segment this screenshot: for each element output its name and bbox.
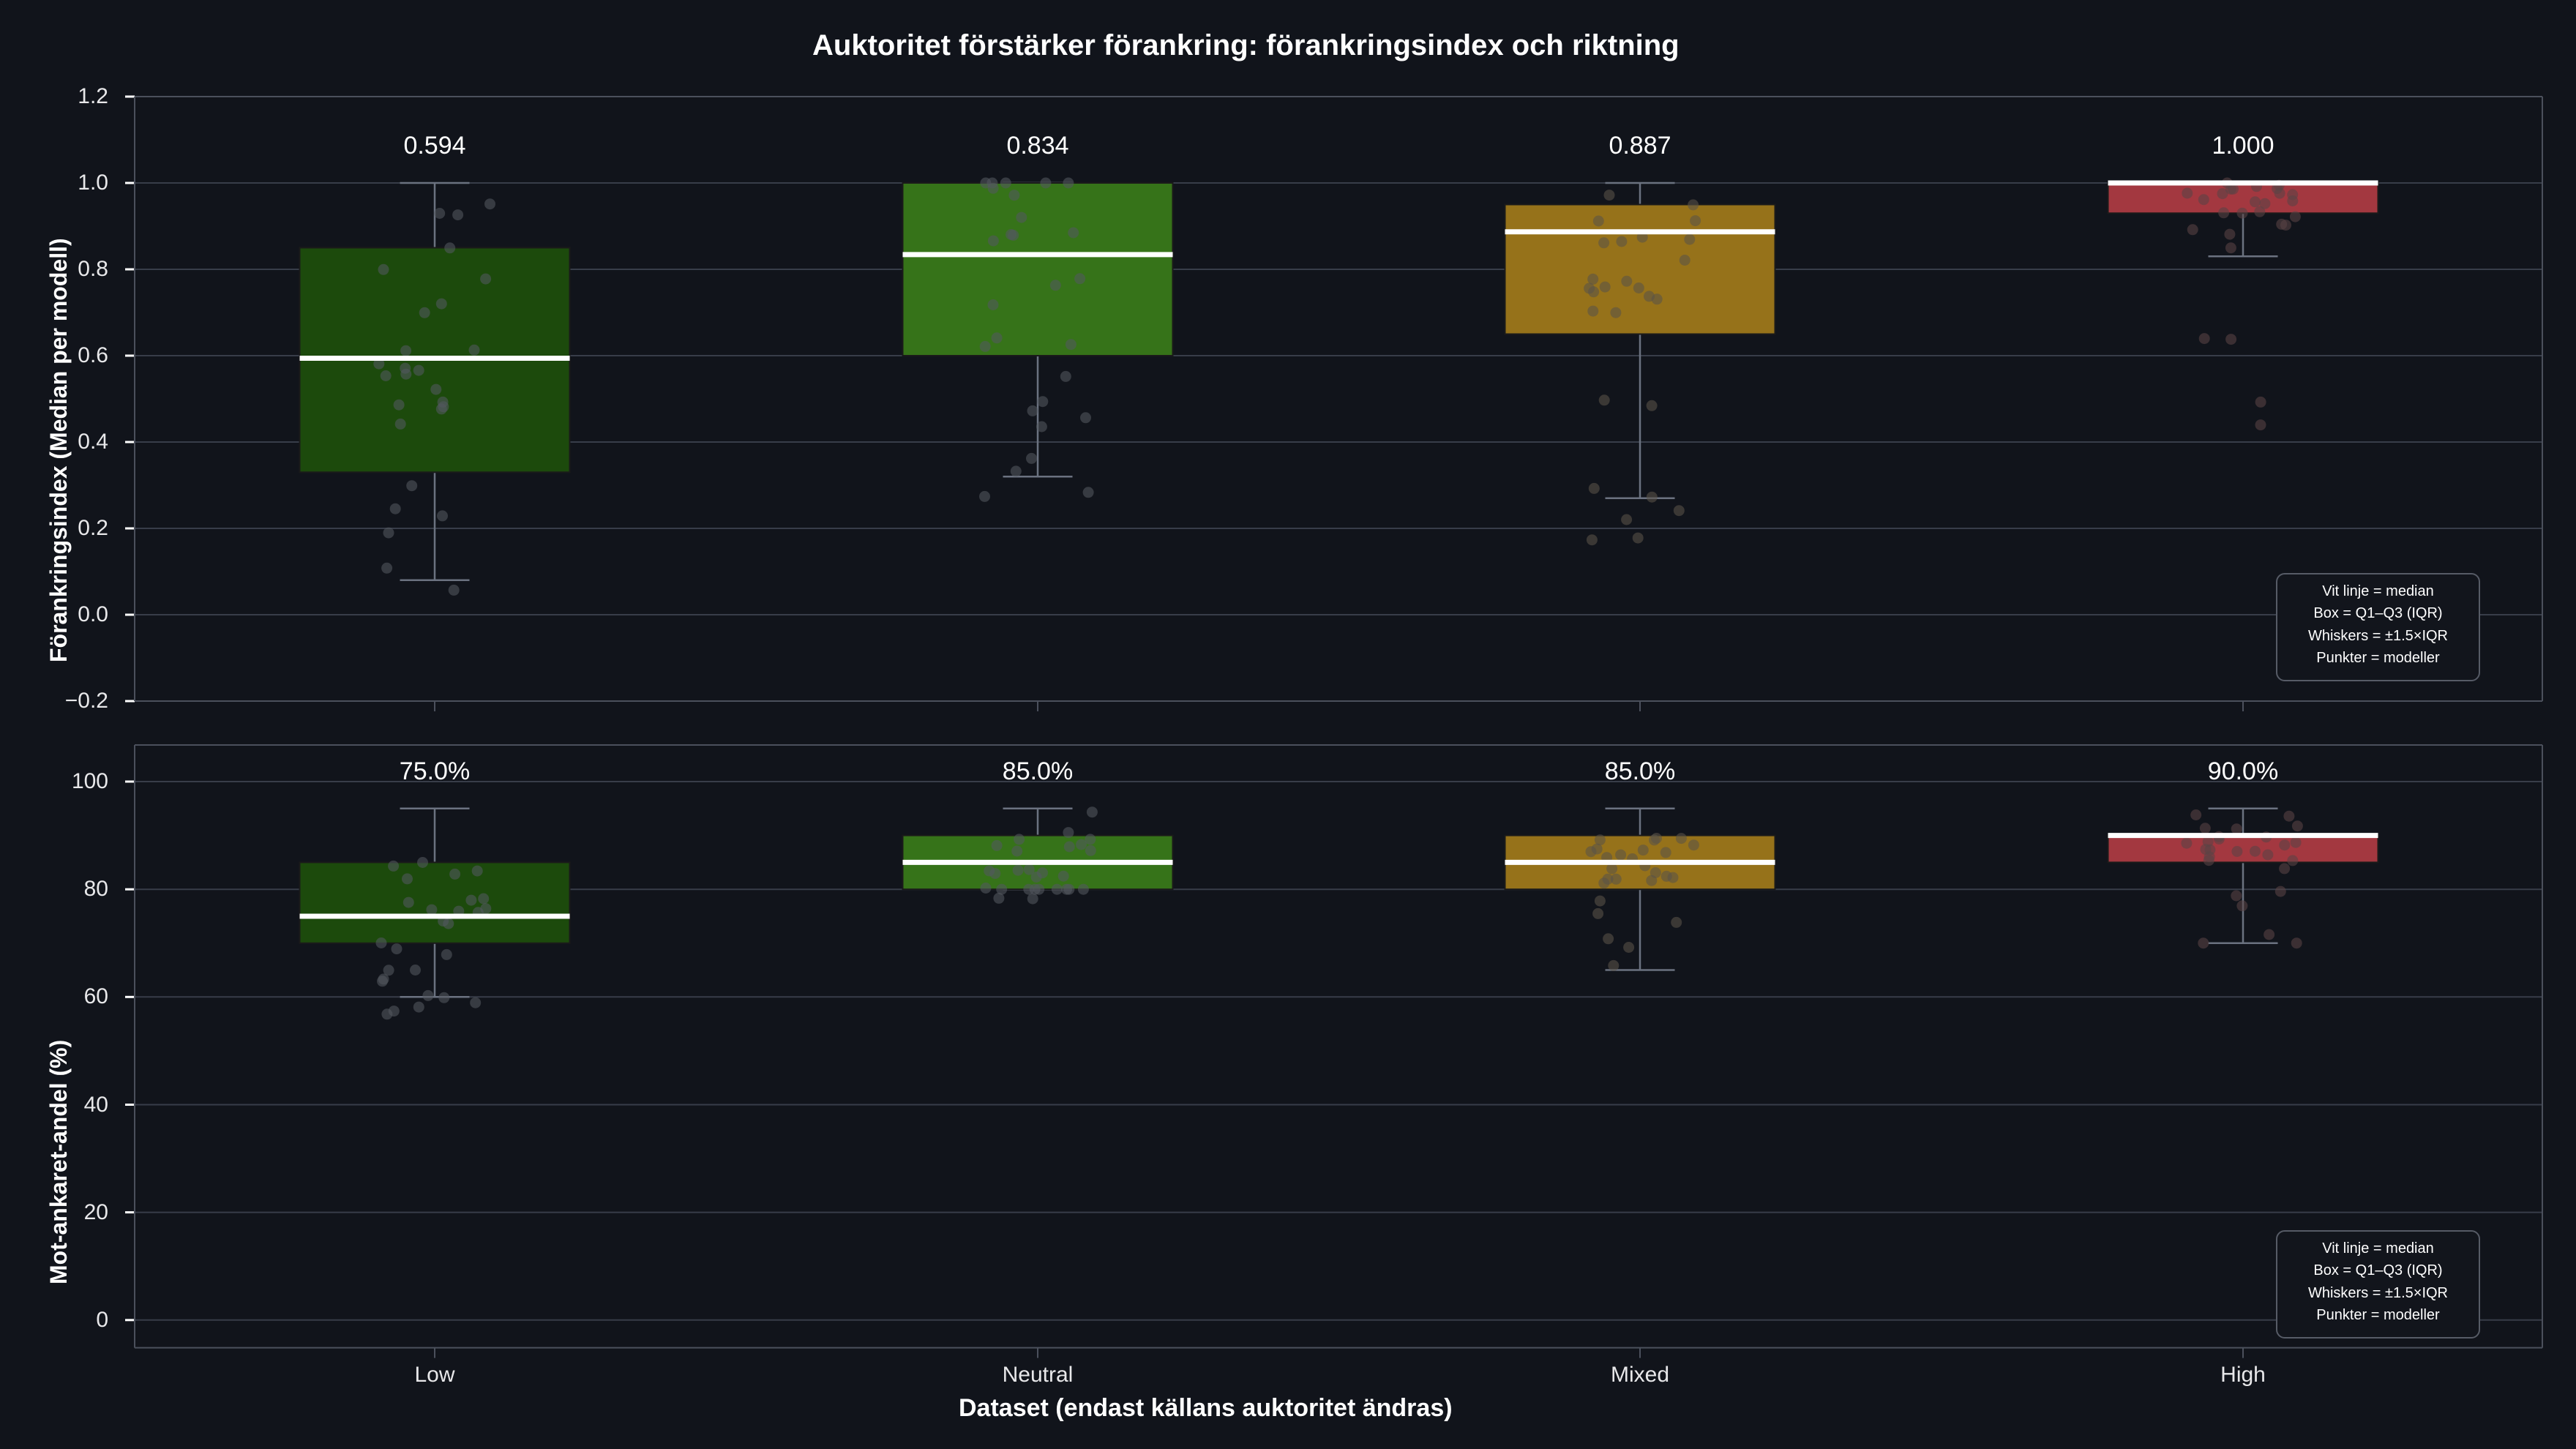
svg-text:0.594: 0.594 [403, 132, 465, 160]
svg-text:1.000: 1.000 [2212, 132, 2274, 160]
svg-text:0.834: 0.834 [1006, 132, 1068, 160]
svg-text:85.0%: 85.0% [1003, 757, 1073, 785]
svg-text:0.887: 0.887 [1609, 132, 1671, 160]
svg-text:90.0%: 90.0% [2208, 757, 2278, 785]
svg-text:85.0%: 85.0% [1605, 757, 1675, 785]
svg-text:75.0%: 75.0% [400, 757, 470, 785]
